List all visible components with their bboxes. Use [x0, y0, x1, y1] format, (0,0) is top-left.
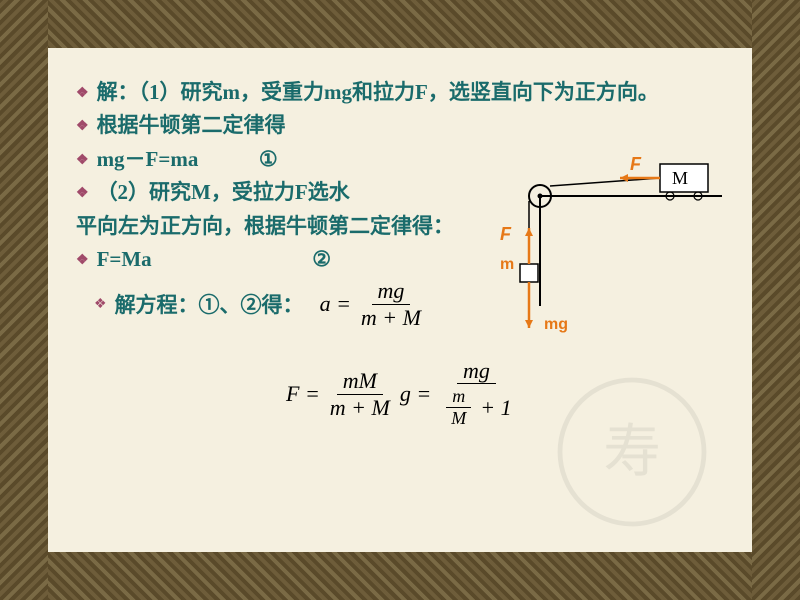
frac-a: mg m + M	[355, 278, 427, 330]
slide: ❖ 解：（1）研究m，受重力mg和拉力F，选竖直向下为正方向。 ❖ 根据牛顿第二…	[0, 0, 800, 600]
eq-1-text: mg－F=ma	[97, 147, 199, 171]
text-6: F=Ma ②	[97, 245, 331, 274]
label-F-side: F	[500, 224, 511, 245]
inner-num: m	[446, 386, 471, 408]
inner-den: M	[445, 408, 472, 429]
svg-text:寿: 寿	[603, 421, 661, 484]
bullet-icon: ❖	[76, 178, 89, 204]
F-lhs: F =	[286, 381, 320, 407]
border-bottom	[0, 552, 800, 600]
physics-diagram: F F m M mg	[472, 156, 722, 376]
line-2: ❖ 根据牛顿第二定律得	[76, 111, 724, 140]
label-M: M	[672, 168, 688, 189]
F-g: g =	[400, 381, 431, 407]
equation-a: a = mg m + M	[320, 278, 431, 330]
bullet-icon: ❖	[76, 145, 89, 171]
text-1: 解：（1）研究m，受重力mg和拉力F，选竖直向下为正方向。	[97, 78, 659, 107]
label-F-top: F	[630, 154, 641, 175]
border-left	[0, 0, 48, 600]
text-3: mg－F=ma ①	[97, 145, 278, 174]
line-1: ❖ 解：（1）研究m，受重力mg和拉力F，选竖直向下为正方向。	[76, 78, 724, 107]
frac-inner: m M	[445, 386, 472, 428]
bullet-icon: ❖	[94, 296, 107, 313]
text-4: （2）研究M，受拉力F选水	[97, 178, 350, 207]
eq-1-num: ①	[259, 147, 278, 171]
F-den2: m M + 1	[435, 384, 517, 430]
label-m: m	[500, 256, 514, 274]
F-num1: mM	[337, 368, 383, 394]
eq-2-num: ②	[312, 247, 331, 271]
bullet-icon: ❖	[76, 78, 89, 104]
a-den: m + M	[355, 305, 427, 330]
bullet-icon: ❖	[76, 245, 89, 271]
label-mg: mg	[544, 316, 568, 334]
text-2: 根据牛顿第二定律得	[97, 111, 286, 140]
a-lhs: a =	[320, 291, 351, 317]
content-area: ❖ 解：（1）研究m，受重力mg和拉力F，选竖直向下为正方向。 ❖ 根据牛顿第二…	[48, 48, 752, 552]
eq-2-text: F=Ma	[97, 247, 152, 271]
bullet-icon: ❖	[76, 111, 89, 137]
border-right	[752, 0, 800, 600]
frac-F1: mM m + M	[324, 368, 396, 420]
F-den1: m + M	[324, 395, 396, 420]
text-7: 解方程：①、②得：	[115, 289, 304, 319]
inner-tail: + 1	[480, 395, 511, 420]
border-top	[0, 0, 800, 48]
a-num: mg	[372, 278, 411, 304]
